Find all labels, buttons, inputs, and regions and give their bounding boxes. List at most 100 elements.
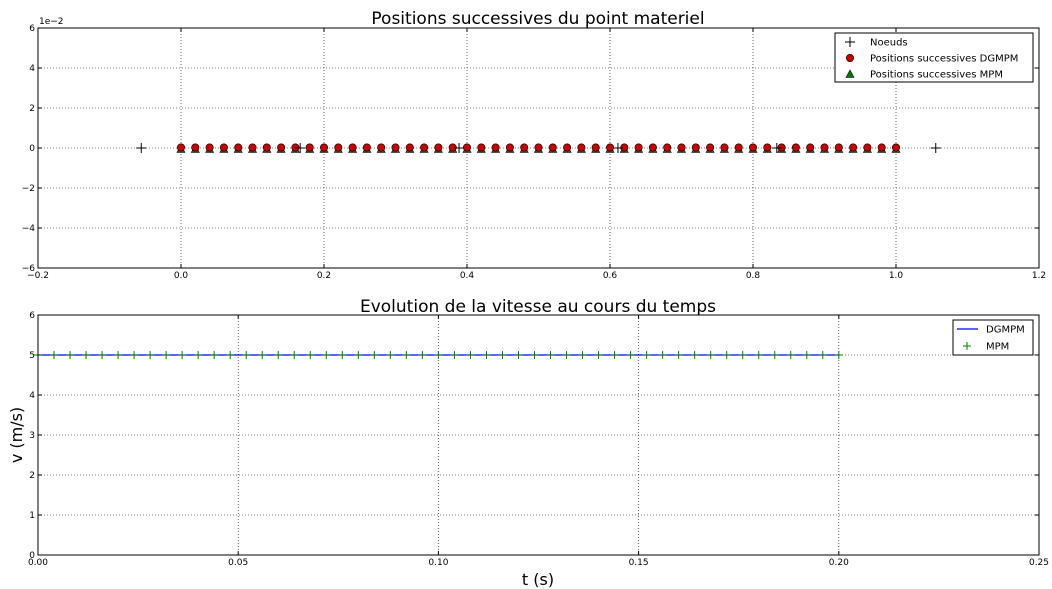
mpm-velocity-point: [450, 351, 459, 359]
legend-label: DGMPM: [986, 325, 1025, 336]
dgmpm-point: [563, 143, 572, 152]
mpm-velocity-point: [530, 351, 539, 359]
x-tick-label: 0.6: [603, 271, 618, 281]
dgmpm-point: [849, 143, 858, 152]
dgmpm-point: [605, 143, 614, 152]
x-tick-label: 1.0: [889, 271, 904, 281]
mpm-velocity-point: [802, 351, 811, 359]
mpm-velocity-point: [66, 351, 75, 359]
node-point: [612, 143, 623, 153]
y-tick-label: −6: [22, 264, 36, 274]
mpm-velocity-point: [754, 351, 763, 359]
dgmpm-point: [820, 143, 829, 152]
mpm-velocity-point: [626, 351, 635, 359]
mpm-velocity-point: [82, 351, 91, 359]
dgmpm-point: [219, 143, 228, 152]
mpm-velocity-point: [786, 351, 795, 359]
dgmpm-point: [648, 143, 657, 152]
dgmpm-point: [863, 143, 872, 152]
dgmpm-point: [305, 143, 314, 152]
mpm-velocity-point: [770, 351, 779, 359]
x-tick-label: 0.25: [1029, 558, 1049, 568]
legend-box: [952, 319, 1034, 356]
mpm-velocity-point: [594, 351, 603, 359]
mpm-velocity-point: [498, 351, 507, 359]
dgmpm-point: [706, 143, 715, 152]
y-tick-label: 5: [29, 351, 35, 361]
dgmpm-point: [420, 143, 429, 152]
velocity-plot-frame: [37, 314, 1040, 556]
velocity-chart-title: Evolution de la vitesse au cours du temp…: [360, 297, 716, 317]
velocity-ticks: 0.00 0.05 0.10 0.15 0.20 0.25 0 1 2 3 4 5 6: [28, 311, 1049, 568]
dgmpm-point: [534, 143, 543, 152]
mpm-velocity-point: [98, 351, 107, 359]
mpm-velocity-point: [290, 351, 299, 359]
y-tick-label: 6: [29, 24, 35, 34]
mpm-velocity-point: [466, 351, 475, 359]
mpm-velocity-point: [610, 351, 619, 359]
y-tick-label: 2: [29, 471, 35, 481]
legend-box: [834, 32, 1034, 83]
velocity-grid: [38, 315, 1039, 555]
x-tick-label: 0.4: [460, 271, 475, 281]
y-tick-label: 0: [29, 551, 35, 561]
dgmpm-point: [477, 143, 486, 152]
dgmpm-point: [634, 143, 643, 152]
mpm-velocity-point: [658, 351, 667, 359]
velocity-chart: Evolution de la vitesse au cours du temp…: [7, 297, 1049, 589]
mpm-velocity-point: [402, 351, 411, 359]
dgmpm-point: [720, 143, 729, 152]
dgmpm-point: [262, 143, 271, 152]
legend-label: Noeuds: [870, 38, 908, 49]
mpm-velocity-point: [674, 351, 683, 359]
x-tick-label: 0.8: [746, 271, 761, 281]
x-tick-label: 0.15: [629, 558, 649, 568]
y-tick-label: 4: [29, 391, 35, 401]
dgmpm-point: [791, 143, 800, 152]
dgmpm-point: [434, 143, 443, 152]
x-axis-title: t (s): [522, 570, 554, 589]
mpm-velocity-point: [258, 351, 267, 359]
positions-legend: Noeuds Positions successives DGMPM Positio…: [834, 32, 1034, 83]
dgmpm-point: [234, 143, 243, 152]
mpm-velocity-point: [274, 351, 283, 359]
node-point: [295, 143, 306, 153]
x-tick-label: 0.20: [829, 558, 849, 568]
node-point: [930, 143, 941, 153]
dgmpm-point: [277, 143, 286, 152]
dgmpm-point: [391, 143, 400, 152]
dgmpm-point: [462, 143, 471, 152]
y-tick-label: 0: [29, 144, 35, 154]
x-tick-label: −0.2: [27, 271, 49, 281]
y-axis-title: v (m/s): [7, 407, 26, 463]
mpm-velocity-point: [642, 351, 651, 359]
mpm-velocity-point: [338, 351, 347, 359]
dgmpm-point: [191, 143, 200, 152]
x-tick-label: 1.2: [1032, 271, 1046, 281]
legend-label: Positions successives DGMPM: [870, 54, 1018, 65]
dgmpm-point: [505, 143, 514, 152]
mpm-velocity-point: [722, 351, 731, 359]
dgmpm-point: [548, 143, 557, 152]
x-tick-label: 0.05: [228, 558, 248, 568]
node-point: [454, 143, 465, 153]
dgmpm-point: [377, 143, 386, 152]
mpm-velocity-point: [114, 351, 123, 359]
positions-marks: [136, 143, 941, 153]
dgmpm-point: [806, 143, 815, 152]
mpm-velocity-point: [194, 351, 203, 359]
y-tick-label: −2: [22, 184, 35, 194]
x-tick-label: 0.00: [28, 558, 48, 568]
dgmpm-point: [691, 143, 700, 152]
mpm-velocity-point: [162, 351, 171, 359]
mpm-velocity-point: [322, 351, 331, 359]
dgmpm-point: [405, 143, 414, 152]
legend-mpm-marker: [845, 69, 855, 78]
mpm-velocity-point: [690, 351, 699, 359]
y-scale-label: 1e−2: [39, 17, 64, 27]
dgmpm-point: [248, 143, 257, 152]
x-tick-label: 0.2: [317, 271, 331, 281]
y-tick-label: 2: [29, 104, 35, 114]
velocity-marks: [34, 351, 843, 359]
mpm-velocity-point: [482, 351, 491, 359]
